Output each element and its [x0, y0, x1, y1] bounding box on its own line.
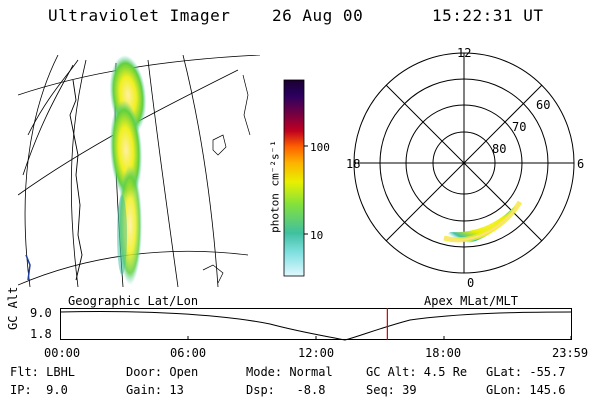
colorbar [283, 79, 308, 277]
orbit-right-label: Apex MLat/MLT [424, 294, 518, 308]
status-filter: Flt: LBHL [10, 365, 76, 379]
orbit-xtick-0000: 00:00 [44, 346, 81, 360]
orbit-xtick-2359: 23:59 [552, 346, 589, 360]
orbit-axis-title: GC Alt [6, 286, 20, 330]
orbit-xtick-1200: 12:00 [298, 346, 335, 360]
status-glat: GLat: -55.7 [486, 365, 566, 379]
orbit-xtick-0600: 06:00 [170, 346, 207, 360]
status-seq: Seq: 39 [366, 383, 417, 397]
mlt-label-0: 0 [467, 276, 475, 290]
status-gc-alt: GC Alt: 4.5 Re [366, 365, 468, 379]
colorbar-tick-100: 100 [310, 141, 330, 154]
image-time: 15:22:31 UT [432, 6, 544, 25]
mlt-label-18: 18 [346, 157, 361, 171]
geographic-image-panel [18, 55, 260, 287]
orbit-ytick-high: 9.0 [30, 306, 52, 320]
lat-label-70: 70 [512, 120, 527, 134]
status-dsp: Dsp: -8.8 [246, 383, 326, 397]
orbit-left-label: Geographic Lat/Lon [68, 294, 199, 308]
status-gain: Gain: 13 [126, 383, 184, 397]
status-mode: Mode: Normal [246, 365, 333, 379]
orbit-ytick-low: 1.8 [30, 327, 52, 341]
colorbar-tick-10: 10 [310, 229, 324, 242]
instrument-title: Ultraviolet Imager [48, 6, 231, 25]
lat-label-80: 80 [492, 142, 507, 156]
status-glon: GLon: 145.6 [486, 383, 566, 397]
mlt-label-6: 6 [577, 157, 585, 171]
colorbar-unit-label: photon cm⁻²s⁻¹ [268, 140, 282, 233]
orbit-strip [60, 308, 572, 341]
orbit-xtick-1800: 18:00 [425, 346, 462, 360]
status-ip: IP: 9.0 [10, 383, 68, 397]
mlt-label-12: 12 [457, 46, 472, 60]
status-door: Door: Open [126, 365, 199, 379]
polar-plot [353, 52, 575, 274]
image-date: 26 Aug 00 [272, 6, 364, 25]
lat-label-60: 60 [536, 98, 551, 112]
